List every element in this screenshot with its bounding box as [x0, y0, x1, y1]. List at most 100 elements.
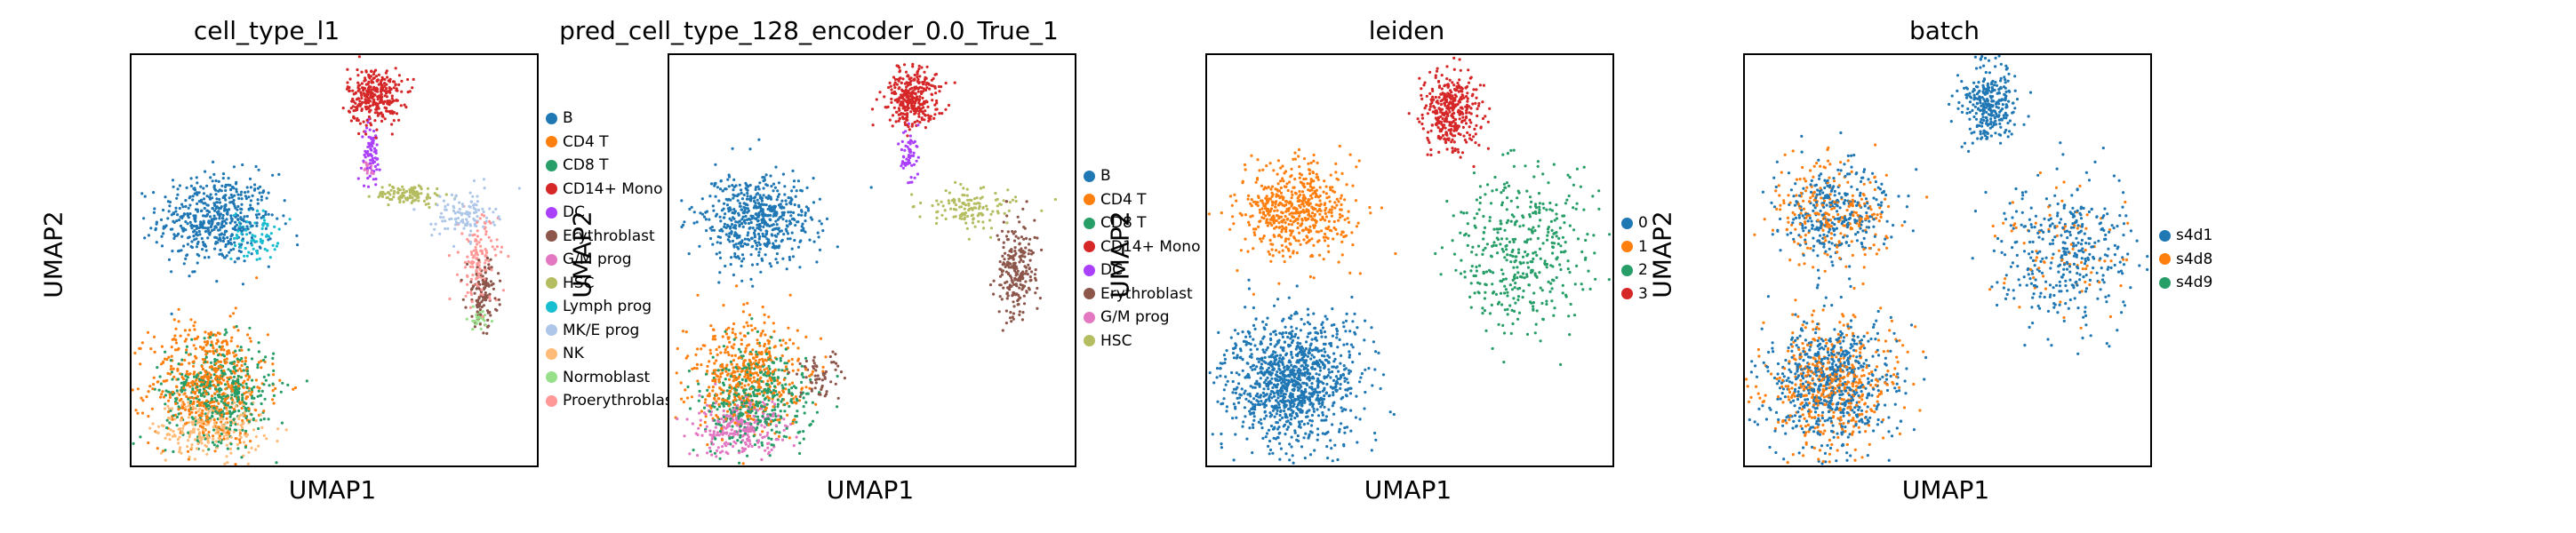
scatter-point — [473, 319, 476, 323]
scatter-point — [209, 343, 212, 347]
scatter-point — [172, 375, 176, 378]
scatter-point — [1014, 283, 1018, 287]
scatter-point — [358, 122, 362, 125]
scatter-point — [187, 216, 190, 219]
scatter-point — [772, 414, 775, 418]
scatter-point — [397, 83, 401, 86]
scatter-point — [224, 403, 228, 407]
scatter-point — [943, 209, 947, 212]
scatter-point — [392, 111, 396, 115]
scatter-point — [196, 181, 199, 185]
scatter-point — [207, 195, 212, 199]
scatter-point — [174, 206, 178, 210]
scatter-point — [167, 407, 171, 410]
scatter-point — [727, 185, 731, 188]
scatter-point — [372, 141, 375, 145]
scatter-point — [273, 248, 276, 251]
scatter-point — [790, 189, 794, 193]
scatter-point — [204, 249, 208, 252]
scatter-point — [680, 397, 684, 401]
scatter-point — [901, 131, 906, 134]
scatter-point — [215, 201, 220, 204]
scatter-point — [736, 199, 740, 203]
scatter-point — [900, 164, 903, 168]
scatter-point — [234, 423, 237, 426]
scatter-point — [497, 272, 500, 275]
scatter-point — [222, 437, 226, 441]
scatter-point — [241, 393, 244, 396]
scatter-point — [748, 226, 752, 229]
scatter-point — [244, 407, 248, 410]
scatter-point — [1019, 282, 1022, 286]
scatter-point — [193, 270, 196, 274]
scatter-point — [798, 240, 802, 243]
scatter-point — [461, 204, 465, 208]
scatter-point — [193, 228, 196, 233]
scatter-point — [427, 202, 430, 205]
scatter-point — [473, 222, 476, 226]
scatter-point — [184, 204, 188, 208]
scatter-point — [220, 393, 224, 396]
scatter-point — [200, 364, 204, 369]
scatter-point — [207, 256, 211, 259]
scatter-point — [272, 394, 276, 397]
scatter-point — [361, 135, 364, 139]
scatter-point — [722, 415, 725, 418]
scatter-point — [367, 115, 371, 119]
scatter-point — [377, 112, 380, 115]
scatter-point — [274, 386, 277, 390]
scatter-point — [717, 378, 721, 381]
scatter-point — [236, 422, 240, 426]
scatter-point — [239, 346, 243, 349]
scatter-point — [257, 389, 260, 393]
scatter-point — [477, 272, 481, 275]
scatter-point — [711, 204, 715, 208]
scatter-point — [374, 75, 379, 78]
scatter-point — [400, 79, 404, 83]
scatter-point — [806, 209, 810, 212]
scatter-point — [354, 106, 358, 109]
scatter-point — [210, 218, 213, 221]
scatter-point — [241, 396, 244, 400]
scatter-point — [360, 93, 364, 97]
scatter-point — [195, 231, 198, 235]
scatter-point — [209, 418, 212, 423]
scatter-point — [190, 240, 194, 243]
scatter-point — [742, 205, 746, 209]
scatter-point — [1004, 235, 1009, 238]
scatter-point — [401, 185, 404, 188]
scatter-point — [1016, 298, 1020, 303]
scatter-point — [262, 375, 266, 378]
scatter-point — [233, 401, 236, 404]
scatter-point — [242, 218, 245, 221]
scatter-point — [903, 148, 907, 152]
scatter-point — [444, 219, 447, 223]
scatter-point — [212, 184, 216, 187]
scatter-point — [204, 355, 208, 359]
scatter-point — [770, 206, 773, 210]
scatter-point — [180, 235, 184, 238]
scatter-point — [201, 346, 204, 350]
scatter-point — [436, 187, 439, 191]
scatter-point — [199, 220, 203, 224]
scatter-point — [463, 266, 468, 269]
scatter-point — [831, 350, 835, 354]
scatter-point — [760, 441, 764, 444]
scatter-point — [232, 375, 236, 378]
scatter-point — [907, 154, 911, 157]
scatter-point — [802, 227, 805, 230]
scatter-point — [162, 395, 165, 399]
scatter-point — [180, 418, 183, 422]
scatter-point — [383, 77, 387, 81]
scatter-point — [209, 176, 212, 179]
scatter-point — [706, 451, 709, 455]
scatter-point — [188, 203, 192, 207]
scatter-point — [249, 339, 252, 343]
scatter-point — [237, 415, 241, 418]
scatter-point — [970, 214, 973, 218]
scatter-point — [778, 421, 781, 425]
scatter-point — [479, 327, 483, 330]
scatter-point — [684, 330, 688, 334]
scatter-point — [758, 344, 762, 347]
scatter-point — [790, 362, 794, 366]
